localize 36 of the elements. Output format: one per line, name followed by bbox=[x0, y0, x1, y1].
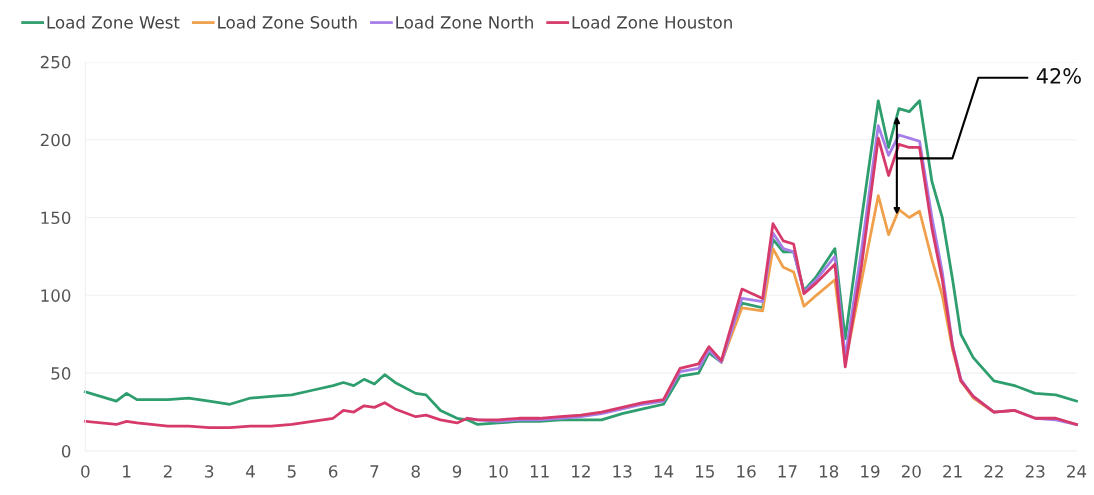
y-tick-label: 200 bbox=[40, 133, 71, 147]
x-tick-label: 0 bbox=[81, 465, 90, 478]
x-tick-label: 22 bbox=[984, 465, 1003, 478]
annotation: 42% bbox=[1036, 68, 1081, 84]
x-tick-label: 2 bbox=[163, 465, 172, 478]
x-tick-label: 7 bbox=[370, 465, 379, 478]
x-tick-label: 3 bbox=[205, 465, 214, 478]
x-tick-label: 19 bbox=[861, 465, 880, 478]
x-tick-label: 13 bbox=[613, 465, 632, 478]
x-tick-label: 9 bbox=[452, 465, 462, 478]
x-tick-label: 16 bbox=[737, 465, 756, 478]
x-tick-label: 5 bbox=[287, 465, 296, 478]
x-tick-label: 8 bbox=[411, 465, 420, 478]
x-tick-label: 14 bbox=[654, 465, 674, 478]
x-tick-label: 17 bbox=[778, 465, 797, 478]
x-tick-label: 24 bbox=[1067, 465, 1087, 478]
x-tick-label: 23 bbox=[1025, 465, 1045, 478]
y-tick-label: 250 bbox=[40, 55, 71, 69]
y-tick-label: 150 bbox=[41, 211, 71, 225]
legend-label: Load Zone South bbox=[218, 15, 357, 29]
legend-label: Load Zone North bbox=[396, 15, 533, 29]
y-tick-label: 50 bbox=[51, 367, 71, 380]
x-tick-label: 6 bbox=[328, 465, 338, 478]
x-tick-label: 21 bbox=[943, 465, 962, 478]
x-tick-label: 10 bbox=[489, 465, 508, 478]
y-tick-label: 0 bbox=[61, 444, 71, 458]
legend-label: Load Zone West bbox=[47, 15, 180, 29]
x-tick-label: 18 bbox=[819, 465, 839, 478]
x-tick-label: 11 bbox=[530, 465, 549, 478]
x-tick-label: 1 bbox=[123, 465, 131, 478]
x-tick-label: 12 bbox=[572, 465, 590, 478]
x-tick-label: 4 bbox=[246, 465, 255, 478]
x-tick-label: 15 bbox=[696, 465, 714, 478]
y-tick-label: 100 bbox=[41, 289, 71, 302]
legend-label: Load Zone Houston bbox=[572, 15, 732, 29]
x-tick-label: 20 bbox=[901, 465, 921, 478]
